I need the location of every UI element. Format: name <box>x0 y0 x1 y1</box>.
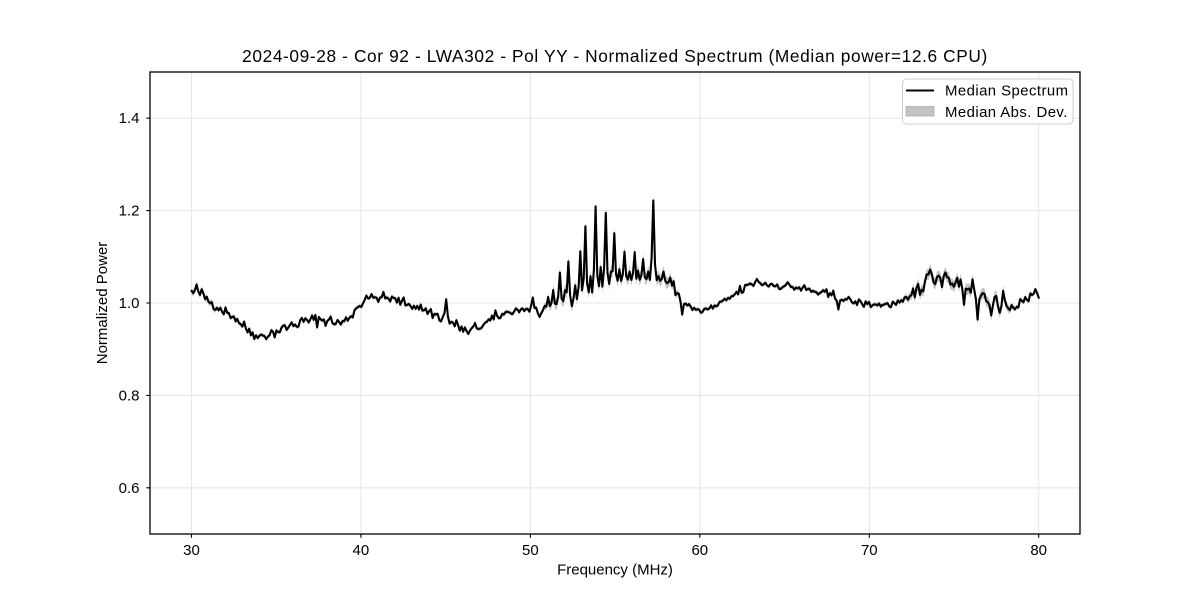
svg-text:Median Spectrum: Median Spectrum <box>945 84 1068 100</box>
svg-text:40: 40 <box>353 542 370 559</box>
svg-text:30: 30 <box>183 542 200 559</box>
svg-text:Median Abs. Dev.: Median Abs. Dev. <box>945 105 1068 121</box>
svg-text:1.2: 1.2 <box>119 203 140 220</box>
svg-text:2024-09-28 - Cor 92 - LWA302 -: 2024-09-28 - Cor 92 - LWA302 - Pol YY - … <box>242 46 988 66</box>
svg-text:1.4: 1.4 <box>119 110 140 127</box>
svg-text:80: 80 <box>1030 542 1047 559</box>
svg-text:0.8: 0.8 <box>119 387 140 404</box>
svg-text:0.6: 0.6 <box>119 480 140 497</box>
svg-text:50: 50 <box>522 542 539 559</box>
svg-text:70: 70 <box>861 542 878 559</box>
svg-text:Normalized Power: Normalized Power <box>94 242 111 365</box>
svg-text:Frequency (MHz): Frequency (MHz) <box>557 562 673 579</box>
svg-text:60: 60 <box>691 542 708 559</box>
svg-text:1.0: 1.0 <box>119 295 140 312</box>
